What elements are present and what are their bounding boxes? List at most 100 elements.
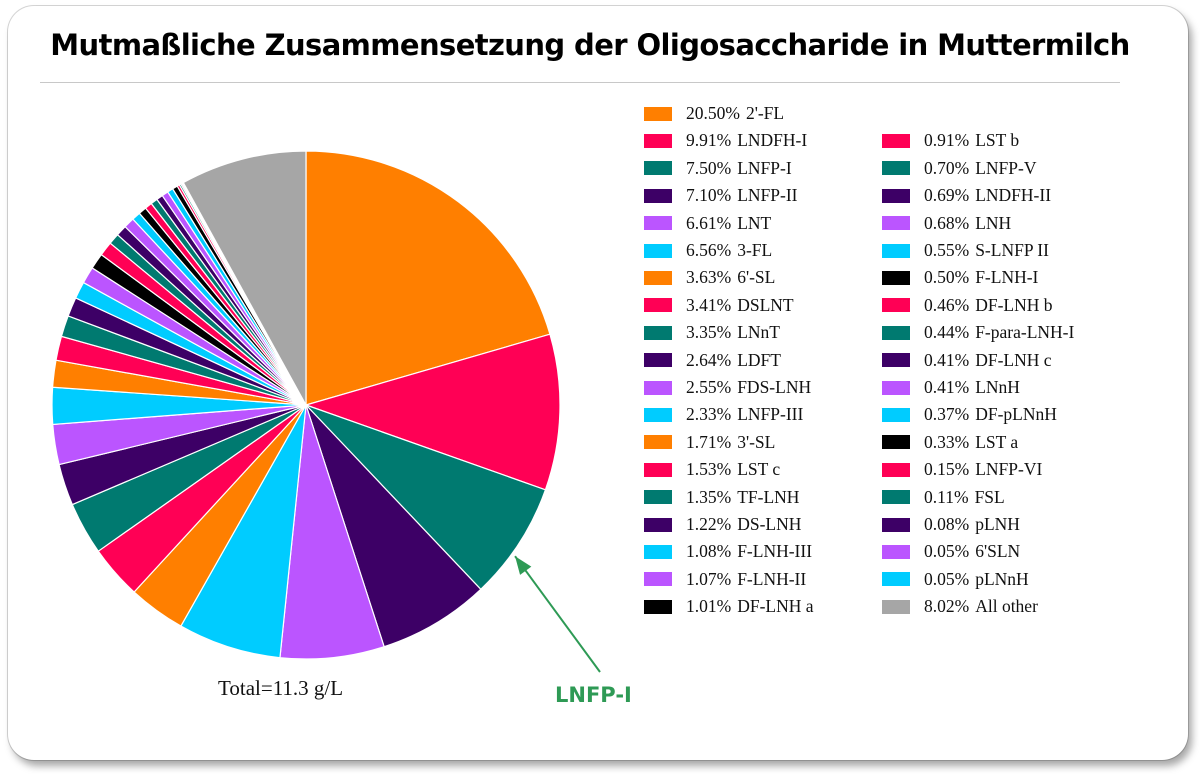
legend-percent: 1.07% — [686, 568, 732, 589]
legend-item: 0.41% DF-LNH c — [882, 347, 1052, 374]
legend-swatch — [644, 380, 672, 395]
legend-item: 7.10% LNFP-II — [644, 182, 797, 209]
legend-item: 0.33% LST a — [882, 429, 1018, 456]
legend-item: 3.41% DSLNT — [644, 292, 794, 319]
legend-label: LST c — [737, 459, 781, 480]
legend-item: 1.35% TF-LNH — [644, 484, 799, 511]
legend-percent: 20.50% — [686, 103, 740, 123]
legend-item: 7.50% LNFP-I — [644, 155, 792, 182]
legend-swatch — [882, 353, 910, 368]
legend-percent: 6.61% — [686, 212, 732, 233]
legend-label: DF-LNH a — [737, 596, 814, 617]
legend-item: 0.91% LST b — [882, 127, 1019, 154]
legend-swatch — [882, 407, 910, 422]
legend-label: LNnH — [975, 377, 1020, 397]
legend-label: FSL — [974, 486, 1005, 507]
legend-item: 0.11% FSL — [882, 484, 1005, 511]
legend-item: 20.50% 2'-FL — [644, 100, 784, 127]
legend-label: LNFP-III — [737, 404, 804, 425]
legend-item: 9.91% LNDFH-I — [644, 127, 807, 154]
legend-item: 0.15% LNFP-VI — [882, 456, 1042, 483]
legend-percent: 0.70% — [924, 157, 970, 178]
legend-percent: 0.46% — [924, 294, 970, 315]
legend-item: 1.01% DF-LNH a — [644, 593, 814, 620]
legend-percent: 1.53% — [686, 459, 732, 480]
title-divider — [40, 82, 1120, 83]
legend-swatch — [882, 188, 910, 203]
legend-swatch — [644, 435, 672, 450]
legend-label: 6'-SL — [737, 267, 776, 288]
legend-swatch — [644, 243, 672, 258]
legend-swatch — [644, 325, 672, 340]
legend-item: 0.70% LNFP-V — [882, 155, 1036, 182]
legend-swatch — [882, 161, 910, 176]
legend-label: LNnT — [737, 322, 780, 343]
pie-slices — [51, 150, 561, 660]
legend-item: 6.61% LNT — [644, 210, 771, 237]
pie-slice-lnfp-i — [305, 404, 547, 591]
legend-swatch — [644, 161, 672, 176]
legend-item: 1.08% F-LNH-III — [644, 538, 812, 565]
legend-item: 0.05% 6'SLN — [882, 538, 1020, 565]
legend-swatch — [882, 490, 910, 505]
legend-label: F-para-LNH-I — [975, 322, 1075, 343]
legend-item: 1.71% 3'-SL — [644, 429, 775, 456]
legend-swatch — [644, 572, 672, 587]
annotation-line — [514, 555, 601, 673]
pie-slice-2-fl — [305, 150, 551, 406]
legend-item: 2.64% LDFT — [644, 347, 781, 374]
legend-item: 0.08% pLNH — [882, 511, 1020, 538]
legend-percent: 1.71% — [686, 431, 732, 452]
page-title: Mutmaßliche Zusammensetzung der Oligosac… — [50, 28, 1130, 62]
legend-percent: 0.05% — [924, 568, 970, 589]
legend-item: 3.35% LNnT — [644, 319, 780, 346]
legend-swatch — [644, 490, 672, 505]
legend-swatch — [644, 517, 672, 532]
legend-label: All other — [975, 596, 1038, 617]
legend-swatch — [644, 599, 672, 614]
legend-percent: 2.64% — [686, 349, 732, 370]
legend-swatch — [644, 216, 672, 231]
legend-percent: 0.33% — [924, 431, 970, 452]
legend-label: LNFP-V — [975, 157, 1037, 178]
legend-item: 0.46% DF-LNH b — [882, 292, 1053, 319]
legend-percent: 0.44% — [924, 322, 970, 343]
legend-swatch — [644, 544, 672, 559]
legend-percent: 0.50% — [924, 267, 970, 288]
legend-percent: 0.55% — [924, 240, 970, 260]
legend-percent: 0.41% — [924, 349, 970, 370]
pie-slice-lnfp-ii — [305, 404, 482, 648]
legend-percent: 2.33% — [686, 404, 732, 425]
legend-label: LNFP-VI — [975, 459, 1043, 480]
legend-label: 3-FL — [737, 240, 773, 260]
legend-label: DS-LNH — [737, 514, 802, 534]
legend-percent: 9.91% — [686, 130, 732, 151]
legend-label: pLNnH — [975, 568, 1029, 589]
legend-swatch — [882, 435, 910, 450]
legend-label: S-LNFP II — [975, 240, 1049, 260]
legend-label: LNFP-II — [737, 185, 798, 206]
legend-swatch — [882, 517, 910, 532]
legend-percent: 1.35% — [686, 486, 732, 507]
legend-item: 0.41% LNnH — [882, 374, 1020, 401]
legend-swatch — [882, 216, 910, 231]
legend-label: DSLNT — [737, 294, 794, 315]
legend-percent: 0.41% — [924, 377, 970, 397]
legend-label: LNT — [737, 212, 772, 233]
legend-label: F-LNH-III — [737, 541, 813, 562]
legend-item: 0.50% F-LNH-I — [882, 264, 1038, 291]
legend-swatch — [882, 599, 910, 614]
legend-percent: 1.01% — [686, 596, 732, 617]
legend-swatch — [644, 106, 672, 121]
legend-swatch — [644, 462, 672, 477]
legend-label: 2'-FL — [745, 103, 785, 123]
legend-percent: 0.05% — [924, 541, 970, 562]
annotation-arrowhead — [515, 556, 532, 575]
legend-percent: 1.22% — [686, 514, 732, 534]
legend-percent: 6.56% — [686, 240, 732, 260]
legend-percent: 2.55% — [686, 377, 732, 397]
legend-percent: 7.10% — [686, 185, 732, 206]
legend-swatch — [644, 133, 672, 148]
legend-swatch — [882, 133, 910, 148]
